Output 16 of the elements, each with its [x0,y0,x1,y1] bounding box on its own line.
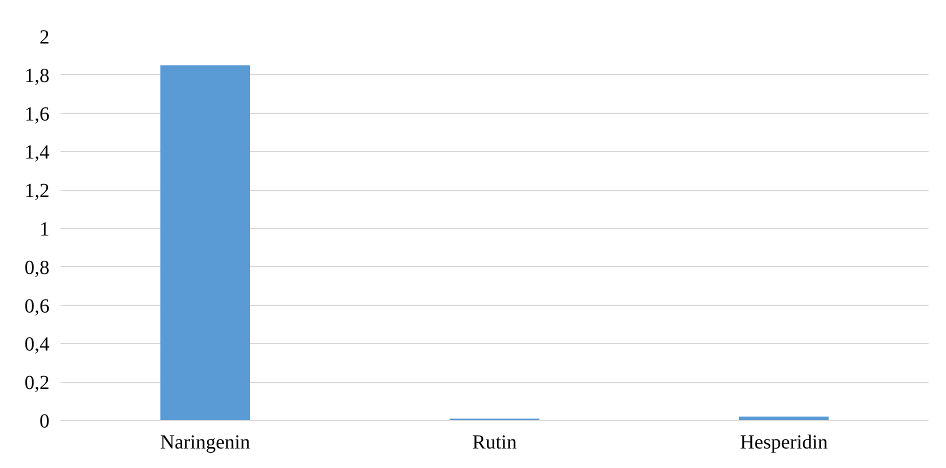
y-tick-label: 0,4 [24,334,50,356]
x-tick-label: Hesperidin [740,432,828,454]
y-tick-label: 1,8 [24,64,50,87]
y-tick-label: 0,2 [24,372,50,394]
x-tick-label: Naringenin [160,432,250,454]
y-tick-label: 1,2 [24,180,50,202]
y-tick-label: 0,8 [24,256,50,279]
bar [738,416,829,420]
y-tick-label: 0,6 [24,295,50,318]
y-tick-label: 1,4 [24,142,50,164]
y-tick-label: 0 [40,410,50,432]
y-tick-label: 1 [40,218,50,240]
bar [160,65,250,420]
y-tick-label: 1,6 [24,103,50,126]
y-tick-label: 2 [40,26,50,48]
x-tick-label: Rutin [472,432,517,454]
